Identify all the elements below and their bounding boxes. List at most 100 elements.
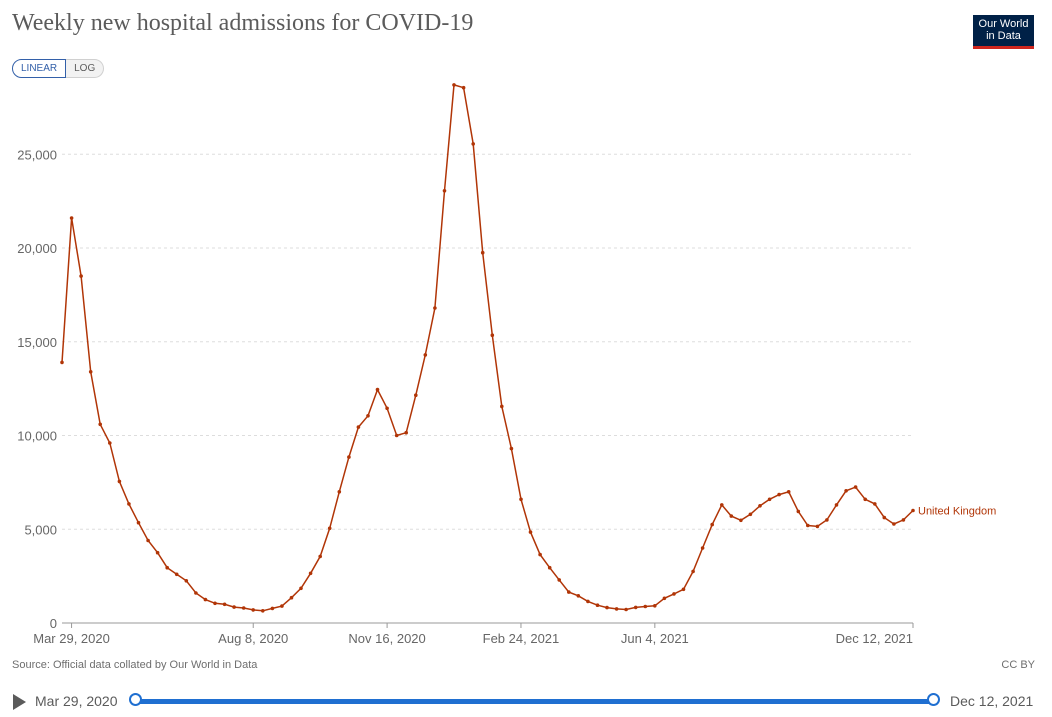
data-point xyxy=(500,404,504,409)
play-icon[interactable] xyxy=(13,694,26,710)
data-point xyxy=(576,594,581,598)
data-point xyxy=(509,446,514,451)
data-point xyxy=(461,85,466,90)
data-point xyxy=(710,522,714,527)
data-point xyxy=(844,489,848,493)
data-point xyxy=(777,492,781,497)
data-point xyxy=(672,592,676,596)
data-point xyxy=(911,508,915,513)
linear-scale-button[interactable]: LINEAR xyxy=(12,59,67,78)
y-tick-label: 25,000 xyxy=(17,147,57,162)
data-point xyxy=(519,497,523,502)
data-point xyxy=(901,518,906,522)
data-point xyxy=(174,572,179,577)
data-point xyxy=(165,565,169,570)
data-point xyxy=(834,503,839,507)
timeline: Mar 29, 2020 Dec 12, 2021 xyxy=(0,688,1052,714)
data-point xyxy=(873,502,877,506)
x-tick-label: Feb 24, 2021 xyxy=(483,631,560,646)
data-point xyxy=(394,433,399,438)
data-point xyxy=(538,552,542,557)
data-point xyxy=(136,520,141,525)
data-point xyxy=(433,306,437,310)
series-label: United Kingdom xyxy=(918,506,996,518)
data-point xyxy=(892,522,896,526)
logo-line-2: in Data xyxy=(986,30,1021,42)
y-tick-label: 20,000 xyxy=(17,241,57,256)
series-line-united-kingdom xyxy=(61,83,914,612)
data-point xyxy=(375,387,380,392)
data-point xyxy=(414,393,418,398)
y-tick-label: 0 xyxy=(50,616,57,631)
data-point xyxy=(480,250,485,255)
x-tick-label: Aug 8, 2020 xyxy=(218,631,288,646)
data-point xyxy=(786,490,791,494)
timeline-end-label: Dec 12, 2021 xyxy=(950,693,1034,709)
data-point xyxy=(882,515,887,520)
data-point xyxy=(643,604,648,609)
data-point xyxy=(280,604,284,608)
timeline-track[interactable] xyxy=(136,699,934,704)
data-point xyxy=(213,601,217,606)
data-point xyxy=(155,550,160,555)
logo-line-1: Our World xyxy=(978,18,1029,30)
data-point xyxy=(251,608,255,612)
data-point xyxy=(528,530,533,534)
data-point xyxy=(662,596,667,601)
data-point xyxy=(815,524,820,529)
x-tick-label: Jun 4, 2021 xyxy=(621,631,689,646)
data-point xyxy=(184,579,189,583)
data-point xyxy=(720,503,724,507)
data-point xyxy=(327,526,332,531)
data-point xyxy=(108,441,112,445)
data-point xyxy=(146,538,150,543)
source-note[interactable]: Source: Official data collated by Our Wo… xyxy=(12,659,258,671)
data-point xyxy=(653,604,657,608)
y-tick-label: 15,000 xyxy=(17,335,57,350)
data-point xyxy=(442,189,447,193)
chart-title: Weekly new hospital admissions for COVID… xyxy=(12,10,474,36)
data-point xyxy=(232,605,236,609)
data-point xyxy=(767,497,772,502)
data-point xyxy=(222,602,227,607)
data-point xyxy=(471,142,476,146)
log-scale-button[interactable]: LOG xyxy=(66,59,105,78)
data-point xyxy=(586,599,590,604)
data-point xyxy=(308,571,313,576)
data-point xyxy=(79,274,83,278)
data-point xyxy=(69,216,74,220)
x-tick-label: Nov 16, 2020 xyxy=(348,631,425,646)
data-point xyxy=(404,430,409,435)
data-point xyxy=(203,597,208,602)
data-point xyxy=(356,425,361,429)
timeline-end-handle[interactable] xyxy=(927,693,940,706)
data-point xyxy=(691,569,695,574)
data-point xyxy=(270,606,275,611)
license-link[interactable]: CC BY xyxy=(1001,659,1035,671)
data-point xyxy=(853,485,858,489)
owid-logo[interactable]: Our World in Data xyxy=(973,15,1034,49)
data-point xyxy=(337,490,342,494)
data-point xyxy=(127,502,131,506)
data-point xyxy=(261,609,265,613)
data-point xyxy=(700,546,705,550)
data-point xyxy=(758,504,762,508)
data-point xyxy=(681,587,686,592)
data-point xyxy=(60,360,64,365)
data-point xyxy=(806,523,810,528)
scale-toggle: LINEAR LOG xyxy=(12,59,105,78)
data-point xyxy=(452,83,456,87)
timeline-start-handle[interactable] xyxy=(129,693,142,706)
y-tick-label: 10,000 xyxy=(17,429,57,444)
data-point xyxy=(748,512,753,517)
data-point xyxy=(299,586,303,591)
x-tick-label: Dec 12, 2021 xyxy=(836,631,913,646)
data-point xyxy=(289,595,294,600)
data-point xyxy=(423,353,428,357)
data-point xyxy=(557,578,561,582)
data-point xyxy=(318,554,323,559)
data-point xyxy=(595,603,600,607)
data-point xyxy=(547,565,552,570)
line-chart: 0 5,000 10,000 15,000 20,000 25,000 Mar 29, 20… xyxy=(17,83,996,646)
data-point xyxy=(605,605,609,610)
